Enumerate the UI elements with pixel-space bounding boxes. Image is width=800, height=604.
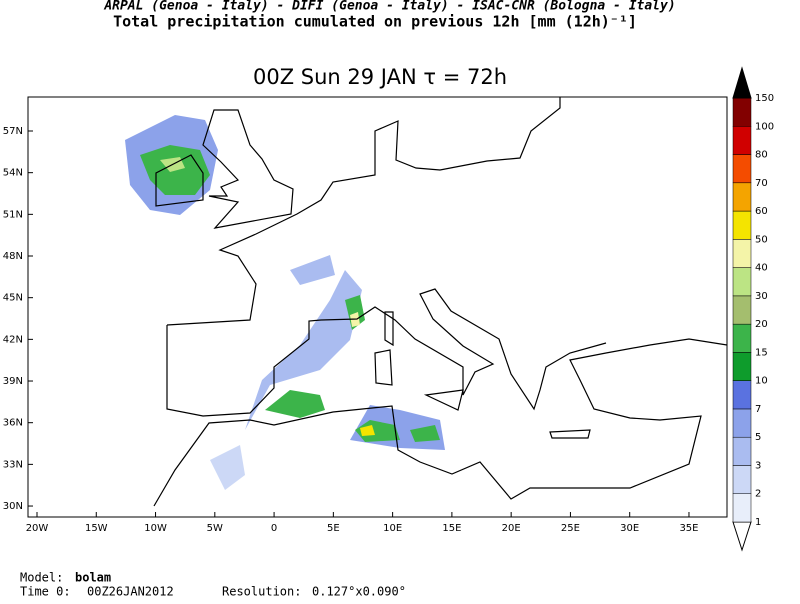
colorbar-band	[732, 239, 752, 268]
colorbar-label: 100	[755, 121, 774, 132]
lat-label: 54N	[3, 168, 23, 179]
colorbar-under	[732, 521, 752, 552]
lon-label: 5E	[327, 523, 340, 534]
lon-label: 20W	[26, 523, 49, 534]
coastlines	[153, 97, 728, 507]
footer-time: 00Z26JAN2012	[87, 585, 174, 599]
footer-time-label: Time 0:	[20, 585, 71, 599]
colorbar-band	[732, 210, 752, 240]
map-area	[27, 96, 728, 518]
lat-label: 30N	[3, 501, 23, 512]
colorbar-label: 60	[755, 206, 768, 217]
colorbar-label: 80	[755, 150, 768, 161]
lat-label: 57N	[3, 126, 23, 137]
colorbar-label: 15	[755, 347, 768, 358]
colorbar-label: 7	[755, 404, 761, 415]
lon-label: 35E	[679, 523, 698, 534]
lat-label: 45N	[3, 293, 23, 304]
colorbar-label: 70	[755, 178, 768, 189]
footer-resolution: 0.127°x0.090°	[312, 585, 406, 599]
colorbar-band	[732, 182, 752, 212]
colorbar-label: 2	[755, 489, 761, 500]
lat-label: 36N	[3, 418, 23, 429]
colorbar-label: 10	[755, 376, 768, 387]
colorbar-band	[732, 323, 752, 353]
colorbar-band	[732, 380, 752, 410]
colorbar-label: 30	[755, 291, 768, 302]
colorbar-band	[732, 436, 752, 466]
colorbar: 1 2 3 5 7 10 15 20 30 40 50 60 70 80 100 150	[732, 66, 774, 552]
colorbar-band	[732, 267, 752, 297]
footer-model: bolam	[75, 571, 111, 585]
colorbar-band	[732, 295, 752, 325]
header-credits: ARPAL (Genoa - Italy) - DIFI (Genoa - It…	[103, 0, 675, 14]
colorbar-label: 40	[755, 263, 768, 274]
colorbar-label: 150	[755, 93, 774, 104]
lon-label: 10E	[383, 523, 402, 534]
header-title: Total precipitation cumulated on previou…	[113, 13, 637, 31]
colorbar-label: 5	[755, 432, 761, 443]
lon-label: 5W	[207, 523, 223, 534]
colorbar-band	[732, 465, 752, 494]
colorbar-label: 20	[755, 319, 768, 330]
colorbar-band	[732, 352, 752, 381]
lon-label: 10W	[144, 523, 167, 534]
lon-label: 20E	[502, 523, 521, 534]
colorbar-band	[732, 493, 752, 523]
lon-label: 15E	[442, 523, 461, 534]
colorbar-over	[732, 66, 752, 99]
colorbar-label: 1	[755, 517, 761, 528]
colorbar-band	[732, 97, 752, 127]
lon-label: 30E	[620, 523, 639, 534]
lon-label: 15W	[85, 523, 108, 534]
lon-label: 25E	[561, 523, 580, 534]
lat-label: 33N	[3, 459, 23, 470]
lat-label: 51N	[3, 209, 23, 220]
colorbar-label: 50	[755, 234, 768, 245]
colorbar-label: 3	[755, 460, 761, 471]
lat-label: 48N	[3, 251, 23, 262]
lat-label: 39N	[3, 376, 23, 387]
map-title: 00Z Sun 29 JAN τ = 72h	[253, 65, 507, 89]
lon-label: 0	[271, 523, 277, 534]
lat-label: 42N	[3, 334, 23, 345]
colorbar-band	[732, 154, 752, 184]
footer-model-label: Model:	[20, 571, 63, 585]
footer-resolution-label: Resolution:	[222, 585, 301, 599]
colorbar-band	[732, 126, 752, 155]
colorbar-band	[732, 408, 752, 438]
